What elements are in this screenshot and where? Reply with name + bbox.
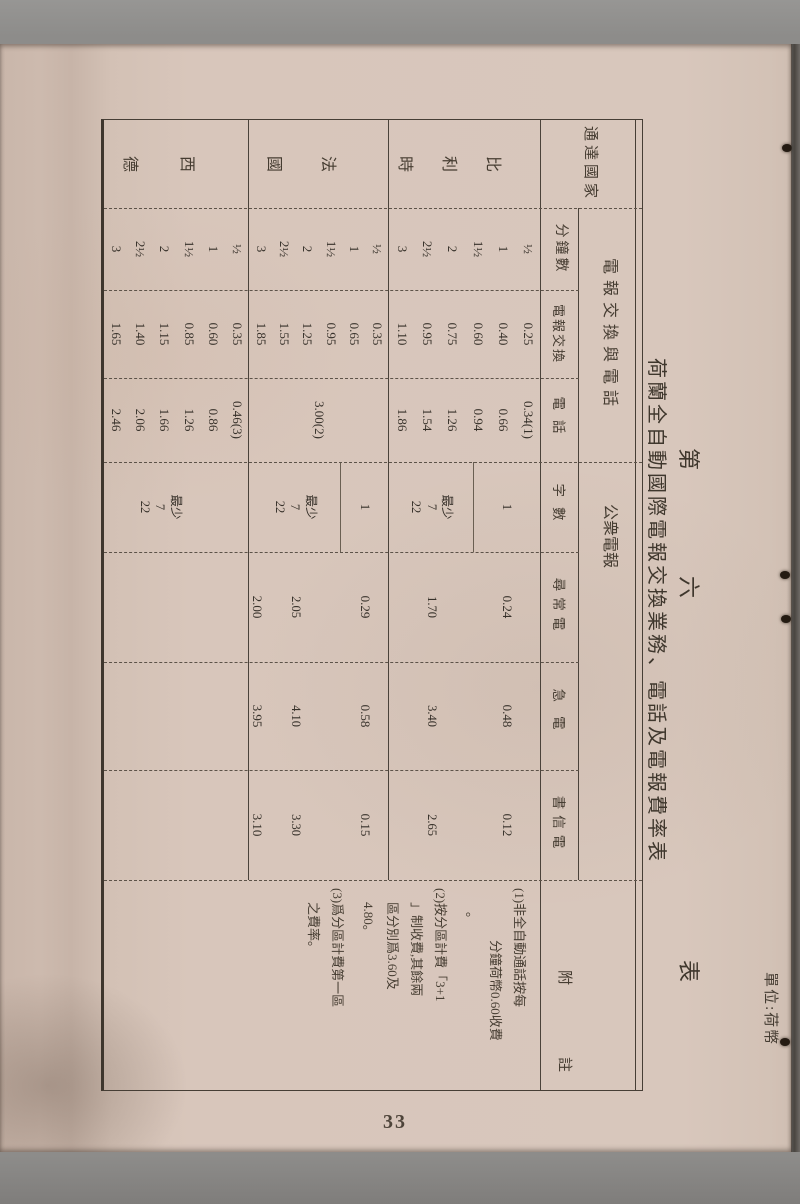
phone-rate-cells: 0.46(3) 0.86 1.26 1.66 2.06 2.46 — [109, 401, 245, 439]
column-line — [104, 208, 642, 209]
header-ordinary: 尋常電 — [551, 577, 566, 637]
header-group-exchange-phone: 電報交換與電話 — [601, 257, 618, 412]
book-edge-shadow — [791, 44, 800, 1152]
caption-char: 第 — [676, 448, 701, 471]
urgent-rate-cell: 0.48 3.40 — [425, 704, 516, 728]
book-page-paper: 單位:荷幣 第 六 表 荷蘭全自動國際電報交換業務、電話及電報費率表 通達國家 … — [0, 44, 792, 1152]
header-exchange: 電報交換 — [551, 303, 567, 364]
rotated-table-layer: 單位:荷幣 第 六 表 荷蘭全自動國際電報交換業務、電話及電報費率表 通達國家 … — [0, 44, 792, 1156]
header-letter: 書信電 — [551, 795, 566, 855]
urgent-rate-cell: 0.58 4.10 — [288, 704, 373, 728]
header-row-divider — [578, 208, 579, 880]
header-urgent: 急電 — [551, 688, 566, 744]
binding-hole — [780, 571, 790, 579]
phone-rate-cells: 0.34(1) 0.66 0.94 1.26 1.54 1.86 — [394, 401, 537, 439]
rate-table: 通達國家 分鐘數 電報交換與電話 公衆電報 電報交換 電話 字數 尋常電 急電 … — [101, 119, 643, 1144]
unit-label: 單位:荷幣 — [762, 972, 778, 1047]
column-line — [104, 462, 642, 463]
word-count-cell: 1 最少 7 22 — [249, 462, 389, 552]
exchange-rate-cells: 0.35 0.65 0.95 1.25 1.55 1.85 — [253, 322, 386, 346]
country-name: 西 德 — [121, 155, 195, 172]
column-line — [104, 662, 579, 663]
word-count-cell: 最少 7 22 — [104, 462, 249, 552]
urgent-rate-cell: 3.95 — [250, 704, 265, 728]
column-line — [104, 552, 579, 553]
caption-char: 表 — [676, 960, 701, 983]
header-country: 通達國家 — [582, 125, 598, 202]
minutes-cells: ½ 1 1½ 2 2½ 3 — [394, 240, 537, 258]
ordinary-rate-cell: 2.00 — [250, 595, 265, 619]
ordinary-rate-cell: 0.24 1.70 — [425, 595, 516, 619]
exchange-rate-cells: 0.35 0.60 0.85 1.15 1.40 1.65 — [109, 322, 245, 346]
binding-hole — [781, 615, 791, 623]
header-words: 字數 — [551, 483, 566, 531]
minutes-cells: ½ 1 1½ 2 2½ 3 — [253, 240, 386, 258]
table-caption: 第 六 表 — [676, 44, 706, 1156]
column-line — [104, 880, 642, 881]
table-title: 荷蘭全自動國際電報交換業務、電話及電報費率表 — [645, 358, 667, 864]
phone-flat-rate-cell: 3.00(2) — [312, 401, 327, 439]
word-count-cell: 1 最少 7 22 — [389, 462, 541, 552]
minutes-cells: ½ 1 1½ 2 2½ 3 — [109, 240, 245, 258]
column-line — [104, 770, 579, 771]
header-phone: 電話 — [551, 396, 566, 444]
letter-rate-cell: 0.15 3.30 — [288, 813, 373, 837]
binding-hole — [780, 1038, 790, 1046]
header-notes: 附註 — [556, 969, 572, 1144]
column-line — [104, 290, 579, 291]
block-divider-line — [248, 120, 249, 880]
letter-rate-cell: 0.12 2.65 — [425, 813, 516, 837]
binding-hole — [782, 144, 792, 152]
notes-cell: (1)非全自動通話按每 分鐘荷幣0.60收費 。 (2)按分區計費「3+1 」制… — [306, 888, 527, 1041]
page-number: 33 — [383, 1111, 407, 1133]
ordinary-rate-cell: 0.29 2.05 — [288, 595, 373, 619]
minimum-words: 最少 7 22 — [137, 494, 183, 520]
minimum-words: 最少 7 22 — [272, 494, 318, 520]
letter-rate-cell: 3.10 — [250, 813, 265, 837]
column-line — [104, 378, 579, 379]
exchange-rate-cells: 0.25 0.40 0.60 0.75 0.95 1.10 — [394, 322, 537, 346]
minimum-words: 最少 7 22 — [409, 494, 455, 520]
caption-char: 六 — [676, 576, 701, 599]
header-bottom-line — [539, 120, 541, 1090]
header-group-public-telegram: 公衆電報 — [601, 504, 618, 569]
block-divider-line — [388, 120, 389, 880]
